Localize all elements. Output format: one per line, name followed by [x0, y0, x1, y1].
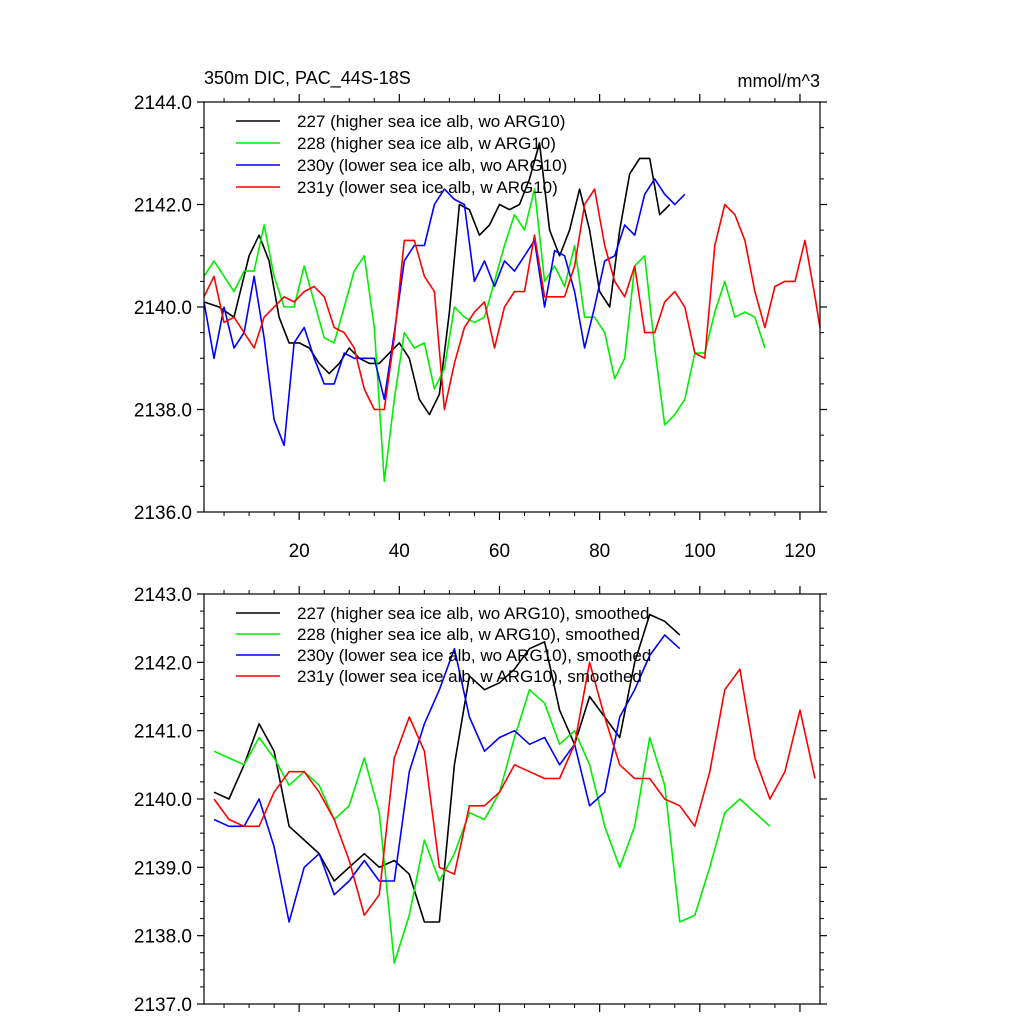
series-line-1 — [213, 613, 681, 923]
y-tick-label: 2142.0 — [134, 653, 192, 674]
units-label: mmol/m^3 — [738, 71, 820, 91]
x-tick-label: 80 — [589, 541, 610, 562]
series-line-3 — [213, 634, 681, 923]
x-tick-label: 120 — [784, 541, 816, 562]
y-tick-label: 2141.0 — [134, 722, 192, 743]
x-tick-label: 20 — [289, 541, 310, 562]
y-tick-label: 2140.0 — [134, 790, 192, 811]
series-line-3 — [203, 178, 686, 447]
legend-label-1: 227 (higher sea ice alb, wo ARG10), smoo… — [297, 604, 649, 623]
y-tick-label: 2138.0 — [134, 927, 192, 948]
legend-label-2: 228 (higher sea ice alb, w ARG10) — [297, 134, 556, 153]
x-tick-label: 60 — [489, 541, 510, 562]
y-tick-label: 2139.0 — [134, 858, 192, 879]
series-line-2 — [203, 188, 766, 483]
legend-label-3: 230y (lower sea ice alb, wo ARG10) — [297, 156, 567, 175]
series-line-4 — [203, 188, 821, 411]
legend-label-4: 231y (lower sea ice alb, w ARG10) — [297, 178, 558, 197]
y-tick-label: 2144.0 — [134, 93, 192, 114]
y-tick-label: 2140.0 — [134, 298, 192, 319]
legend-label-2: 228 (higher sea ice alb, w ARG10), smoot… — [297, 625, 640, 644]
y-tick-label: 2143.0 — [134, 585, 192, 606]
x-tick-label: 40 — [389, 541, 410, 562]
y-tick-label: 2137.0 — [134, 995, 192, 1016]
bottom-panel: 2137.0 2138.0 2139.0 2140.0 2141.0 2142.0 2143… — [134, 585, 827, 1016]
top-panel: 350m DIC, PAC_44S-18S mmol/m^3 2136.0 213… — [134, 68, 827, 562]
y-tick-label: 2142.0 — [134, 196, 192, 217]
x-tick-label: 100 — [684, 541, 716, 562]
series-line-4 — [213, 661, 816, 917]
chart-title: 350m DIC, PAC_44S-18S — [204, 68, 411, 89]
legend-label-1: 227 (higher sea ice alb, wo ARG10) — [297, 112, 565, 131]
y-tick-label: 2136.0 — [134, 503, 192, 524]
series-line-2 — [213, 688, 771, 964]
y-tick-label: 2138.0 — [134, 401, 192, 422]
legend-label-4: 231y (lower sea ice alb, w ARG10), smoot… — [297, 667, 642, 686]
legend-label-3: 230y (lower sea ice alb, wo ARG10), smoo… — [297, 646, 651, 665]
